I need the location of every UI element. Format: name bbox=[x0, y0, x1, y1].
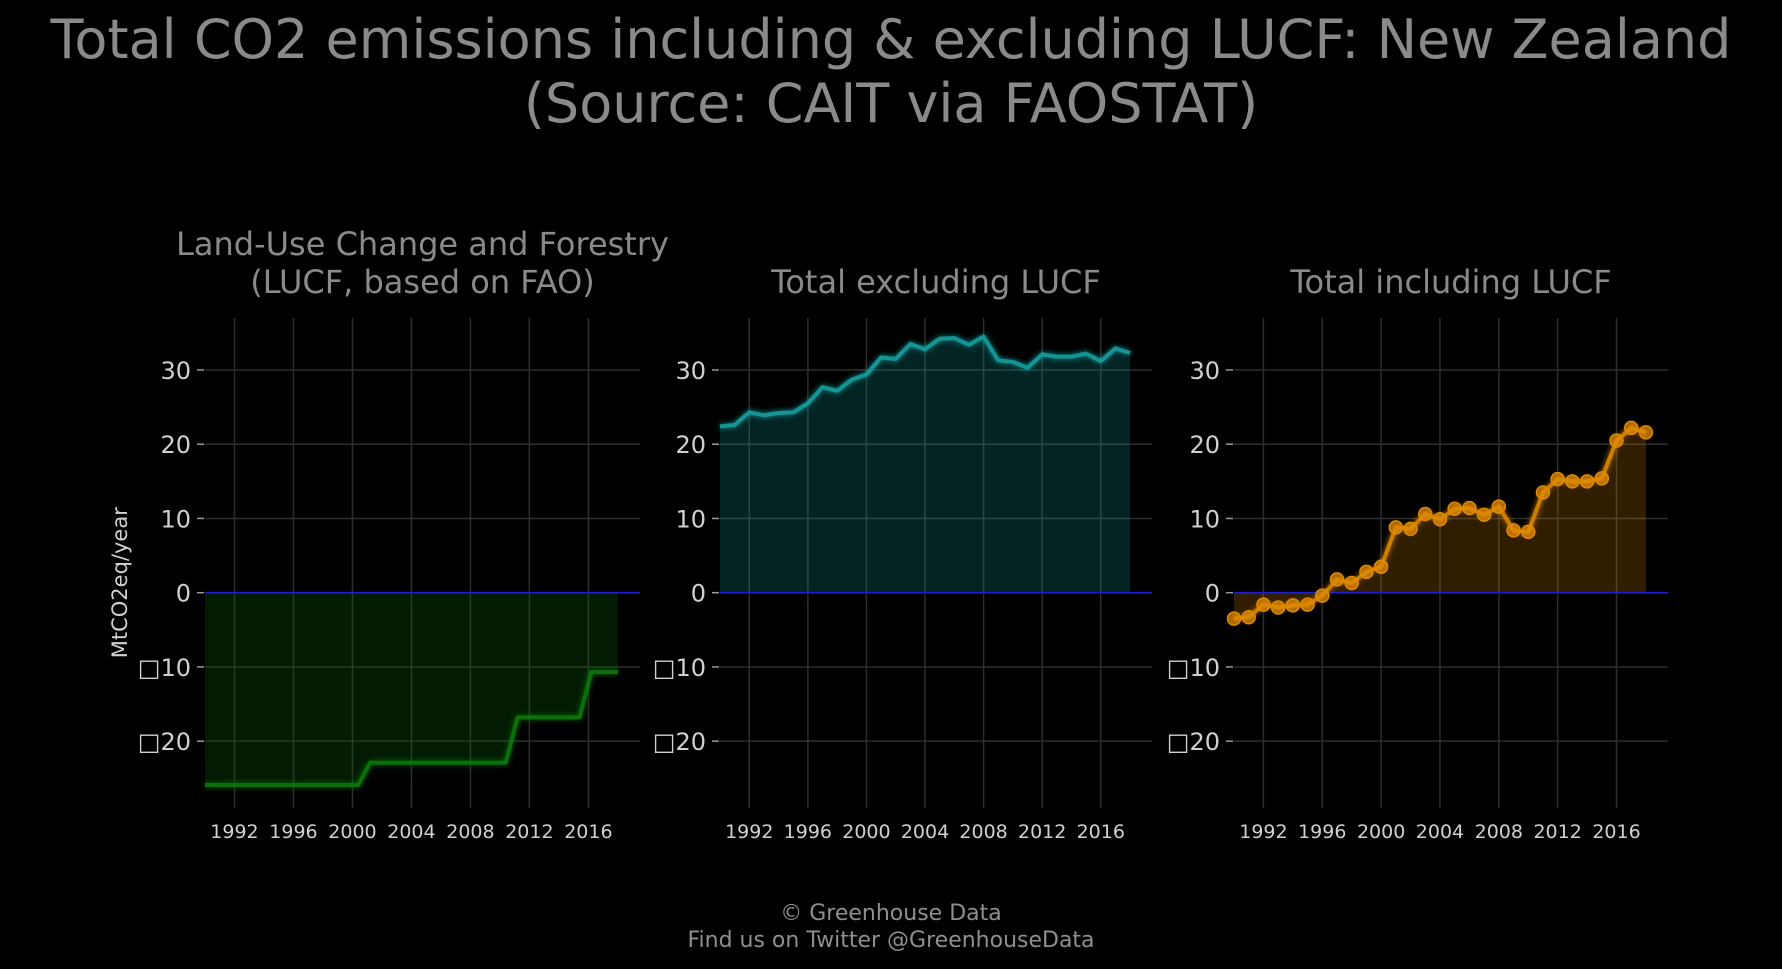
x-tick-label: 2016 bbox=[1592, 821, 1640, 843]
data-point bbox=[1432, 511, 1448, 527]
x-tick-label: 2000 bbox=[328, 821, 376, 843]
y-tick-label: □20 bbox=[653, 728, 706, 756]
x-tick-label: 1992 bbox=[1239, 821, 1287, 843]
x-tick-label: 1996 bbox=[784, 821, 832, 843]
x-tick-label: 2000 bbox=[1357, 821, 1405, 843]
series-area bbox=[720, 336, 1131, 593]
data-point bbox=[1285, 598, 1301, 613]
data-point bbox=[1491, 499, 1507, 514]
y-tick-label: 0 bbox=[176, 580, 191, 608]
x-tick-label: 2004 bbox=[901, 821, 949, 843]
x-tick-label: 1992 bbox=[725, 821, 773, 843]
data-point bbox=[1579, 474, 1595, 489]
chart-subtitle: (Source: CAIT via FAOSTAT) bbox=[523, 72, 1259, 135]
data-point bbox=[1447, 501, 1462, 517]
x-tick-label: 1996 bbox=[1298, 821, 1346, 843]
data-point bbox=[1476, 507, 1492, 522]
data-point bbox=[1388, 520, 1404, 535]
x-tick-label: 2004 bbox=[387, 821, 435, 843]
data-point bbox=[1373, 559, 1389, 574]
data-point bbox=[1300, 597, 1315, 612]
x-tick-label: 2008 bbox=[1475, 821, 1523, 843]
y-tick-label: □20 bbox=[1167, 728, 1220, 756]
data-point bbox=[1535, 485, 1551, 500]
data-point bbox=[1270, 600, 1286, 615]
x-tick-label: 1996 bbox=[269, 821, 317, 843]
footer-copyright: © Greenhouse Data bbox=[780, 901, 1002, 926]
y-tick-label: 0 bbox=[1205, 580, 1220, 608]
y-tick-label: 30 bbox=[675, 357, 706, 385]
data-point bbox=[1565, 474, 1580, 489]
x-tick-label: 2012 bbox=[505, 821, 553, 843]
x-tick-label: 2008 bbox=[446, 821, 494, 843]
y-tick-label: 30 bbox=[160, 357, 191, 385]
data-point bbox=[1359, 564, 1374, 580]
y-tick-label: □10 bbox=[1167, 654, 1220, 682]
data-point bbox=[1241, 609, 1256, 625]
panel-title: Total excluding LUCF bbox=[770, 263, 1101, 301]
panel-3: 30 20 10 0 □10 □20 1992 1996 2000 2004 2008 2012 201… bbox=[1167, 263, 1668, 843]
x-tick-label: 2016 bbox=[1077, 821, 1125, 843]
panel-2: 30 20 10 0 □10 □20 1992 1996 2000 2004 2008 2012 201… bbox=[653, 263, 1152, 843]
y-tick-label: 10 bbox=[1189, 505, 1220, 533]
data-point bbox=[1594, 471, 1610, 486]
y-tick-label: □10 bbox=[138, 654, 191, 682]
y-tick-label: 10 bbox=[675, 505, 706, 533]
chart-title: Total CO2 emissions including & excludin… bbox=[50, 8, 1732, 71]
y-axis-label: MtCO2eq/year bbox=[108, 507, 132, 658]
series-line bbox=[205, 670, 618, 787]
data-point bbox=[1256, 597, 1271, 612]
x-tick-label: 2012 bbox=[1018, 821, 1066, 843]
data-point bbox=[1550, 471, 1565, 487]
x-tick-label: 2000 bbox=[842, 821, 890, 843]
data-point bbox=[1506, 523, 1521, 538]
panel-title: (LUCF, based on FAO) bbox=[250, 263, 595, 301]
x-tick-label: 2008 bbox=[959, 821, 1007, 843]
data-point bbox=[1462, 500, 1477, 516]
x-tick-label: 1992 bbox=[210, 821, 258, 843]
x-tick-label: 2016 bbox=[564, 821, 612, 843]
y-tick-label: 20 bbox=[675, 431, 706, 459]
data-point bbox=[1623, 420, 1639, 436]
panel-title: Total including LUCF bbox=[1289, 263, 1611, 301]
data-point bbox=[1418, 506, 1433, 522]
series-line bbox=[719, 334, 1131, 429]
panel-title: Land-Use Change and Forestry bbox=[176, 225, 669, 263]
data-point bbox=[1638, 425, 1654, 440]
data-point bbox=[1315, 588, 1330, 603]
footer-twitter: Find us on Twitter @GreenhouseData bbox=[687, 928, 1095, 953]
x-tick-label: 2004 bbox=[1416, 821, 1464, 843]
y-tick-label: 20 bbox=[1189, 431, 1220, 459]
y-tick-label: □20 bbox=[138, 728, 191, 756]
y-tick-label: □10 bbox=[653, 654, 706, 682]
x-tick-label: 2012 bbox=[1533, 821, 1581, 843]
y-tick-label: 10 bbox=[160, 505, 191, 533]
y-tick-label: 30 bbox=[1189, 357, 1220, 385]
data-point bbox=[1226, 611, 1242, 626]
data-point bbox=[1403, 521, 1418, 537]
data-point bbox=[1520, 524, 1536, 540]
panel-1: 30 20 10 0 □10 □20 1992 1996 2000 2004 2008 2012 201… bbox=[108, 225, 669, 843]
series-area bbox=[205, 592, 618, 785]
y-tick-label: 20 bbox=[160, 431, 191, 459]
y-tick-label: 0 bbox=[691, 580, 706, 608]
data-point bbox=[1609, 433, 1624, 448]
data-point bbox=[1329, 572, 1345, 587]
data-point bbox=[1344, 575, 1359, 591]
